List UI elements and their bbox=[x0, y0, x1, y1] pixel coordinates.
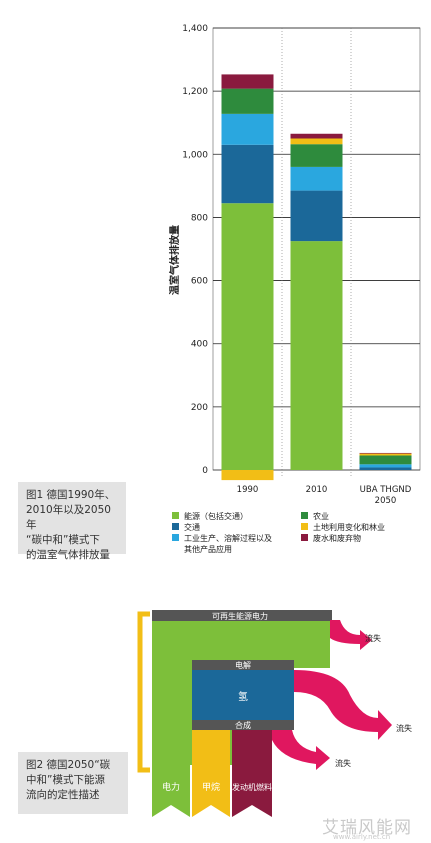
feedback-loop bbox=[137, 611, 150, 773]
bar-segment bbox=[290, 133, 343, 139]
y-tick-label: 400 bbox=[191, 340, 208, 350]
bar-segment bbox=[290, 241, 343, 470]
figure1-caption: 图1 德国1990年、 2010年以及2050年 “碳中和”模式下 的温室气体排… bbox=[18, 482, 126, 561]
fuel-arrow bbox=[232, 805, 272, 817]
x-category-label: 2050 bbox=[375, 496, 397, 506]
caption1-line1: 图1 德国1990年、 bbox=[26, 489, 116, 501]
caption2-line1: 图2 德国2050“碳 bbox=[26, 759, 111, 771]
x-category-label: UBA THGND bbox=[360, 485, 412, 495]
loss-label-2: 流失 bbox=[396, 723, 412, 733]
synthesis-label: 合成 bbox=[235, 720, 251, 730]
legend-swatch bbox=[301, 534, 308, 541]
bar-segment bbox=[290, 138, 343, 145]
synthesis-header bbox=[192, 720, 294, 730]
legend-swatch bbox=[172, 534, 179, 541]
x-category-label: 2010 bbox=[306, 485, 328, 495]
y-tick-label: 1,000 bbox=[182, 150, 208, 160]
legend-label: 土地利用变化和林业 bbox=[313, 522, 385, 532]
loss-label-1: 流失 bbox=[365, 633, 381, 643]
methane-label: 甲烷 bbox=[202, 781, 220, 793]
renewable-label: 可再生能源电力 bbox=[212, 611, 268, 621]
loss-flow-2 bbox=[294, 670, 392, 740]
legend-label: 交通 bbox=[184, 522, 200, 532]
electrolysis-header bbox=[192, 660, 294, 670]
legend-label: 能源（包括交通） bbox=[184, 511, 248, 521]
bar-segment bbox=[359, 452, 412, 454]
y-axis-label: 温室气体排放量 bbox=[168, 225, 181, 295]
caption2-line3: 流向的定性描述 bbox=[26, 789, 100, 801]
bar-segment bbox=[359, 464, 412, 468]
bar-segment bbox=[359, 453, 412, 456]
legend-swatch bbox=[301, 523, 308, 530]
y-tick-label: 1,200 bbox=[182, 87, 208, 97]
bar-segment bbox=[290, 190, 343, 242]
caption1-line2: 2010年以及2050年 bbox=[26, 504, 111, 531]
bar-segment bbox=[221, 113, 274, 145]
fuel-output bbox=[232, 730, 272, 817]
bar-segment bbox=[359, 455, 412, 465]
chart-bars bbox=[221, 74, 412, 481]
bar-segment bbox=[221, 470, 274, 481]
bar-segment bbox=[221, 203, 274, 470]
caption1-line3: “碳中和”模式下 bbox=[26, 534, 100, 546]
methane-output bbox=[192, 730, 230, 817]
bar-segment bbox=[359, 467, 412, 470]
electricity-label: 电力 bbox=[162, 781, 180, 793]
emissions-chart: 0 200 400 600 800 1,000 1,200 1,400 1990 2010 UBA… bbox=[168, 24, 421, 554]
legend-label: 农业 bbox=[313, 511, 329, 521]
hydrogen-label: 氢 bbox=[238, 690, 248, 703]
electricity-arrow bbox=[152, 805, 190, 817]
renewable-header bbox=[152, 610, 332, 621]
loss-flow-3 bbox=[272, 730, 330, 770]
methane-arrow bbox=[192, 805, 230, 817]
y-tick-label: 200 bbox=[191, 403, 208, 413]
legend-swatch bbox=[172, 512, 179, 519]
y-tick-label: 600 bbox=[191, 277, 208, 287]
loss-flow-1 bbox=[330, 620, 372, 650]
loss-label-3: 流失 bbox=[335, 758, 351, 768]
figure2-caption: 图2 德国2050“碳 中和”模式下能源 流向的定性描述 bbox=[18, 752, 128, 814]
y-axis-ticks: 0 200 400 600 800 1,000 1,200 1,400 bbox=[182, 24, 208, 476]
y-tick-label: 1,400 bbox=[182, 24, 208, 34]
bar-segment bbox=[221, 88, 274, 114]
y-tick-label: 800 bbox=[191, 213, 208, 223]
fuel-label: 发动机燃料 bbox=[232, 782, 272, 792]
legend-label: 废水和废弃物 bbox=[313, 533, 361, 543]
x-category-label: 1990 bbox=[237, 485, 259, 495]
legend-label: 工业生产、溶解过程以及 bbox=[184, 533, 272, 543]
electrolysis-label: 电解 bbox=[235, 660, 251, 670]
bar-segment bbox=[290, 144, 343, 167]
hydrogen-block bbox=[192, 670, 294, 720]
watermark-logo: 艾瑞风能网 bbox=[322, 818, 412, 838]
caption1-line4: 的温室气体排放量 bbox=[26, 549, 110, 561]
legend-swatch bbox=[301, 512, 308, 519]
watermark-url: www.airly.net.cn bbox=[333, 833, 391, 841]
y-tick-label: 0 bbox=[202, 466, 208, 476]
caption2-line2: 中和”模式下能源 bbox=[26, 774, 105, 786]
bar-segment bbox=[290, 166, 343, 191]
bar-segment bbox=[221, 144, 274, 204]
legend-swatch bbox=[172, 523, 179, 530]
legend-label-cont: 其他产品应用 bbox=[184, 544, 232, 554]
bar-segment bbox=[221, 74, 274, 89]
energy-flow-diagram: 可再生能源电力 流失 电解 氢 流失 合成 流失 电力 甲烷 发动机燃料 bbox=[137, 610, 412, 817]
